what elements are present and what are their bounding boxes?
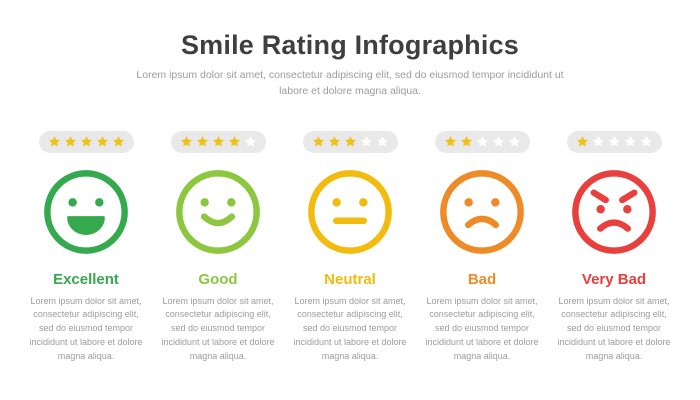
rating-description: Lorem ipsum dolor sit amet, consectetur … xyxy=(293,295,407,362)
smile-face-icon xyxy=(176,169,260,254)
star-icon xyxy=(180,136,192,147)
star-icon xyxy=(376,136,388,147)
star-icon xyxy=(476,136,488,147)
neutral-face-icon xyxy=(308,169,392,254)
rating-label: Excellent xyxy=(53,270,119,288)
rating-label: Very Bad xyxy=(581,270,647,288)
face-icon-wrap xyxy=(172,166,264,258)
rating-label: Bad xyxy=(467,270,497,288)
ratings-row: Excellent Lorem ipsum dolor sit amet, co… xyxy=(0,130,700,365)
face-icon-wrap xyxy=(40,166,132,258)
star-icon xyxy=(228,136,240,147)
big-smile-face-icon xyxy=(44,169,128,254)
star-icon xyxy=(640,136,652,147)
star-icon xyxy=(576,136,588,147)
star-icon xyxy=(360,136,372,147)
rating-column: Very Bad Lorem ipsum dolor sit amet, con… xyxy=(548,130,680,365)
angry-face-icon xyxy=(572,169,656,254)
rating-description: Lorem ipsum dolor sit amet, consectetur … xyxy=(161,295,275,362)
rating-column: Bad Lorem ipsum dolor sit amet, consecte… xyxy=(416,130,548,365)
star-icon xyxy=(624,136,636,147)
rating-label: Neutral xyxy=(324,270,376,288)
rating-description: Lorem ipsum dolor sit amet, consectetur … xyxy=(425,295,539,362)
star-icon xyxy=(112,136,124,147)
star-icon xyxy=(48,136,60,147)
star-icon xyxy=(328,136,340,147)
rating-description: Lorem ipsum dolor sit amet, consectetur … xyxy=(557,295,671,362)
star-rating-badge xyxy=(302,130,398,153)
star-icon xyxy=(64,136,76,147)
face-icon-wrap xyxy=(568,166,660,258)
star-rating-badge xyxy=(434,130,530,153)
rating-column: Excellent Lorem ipsum dolor sit amet, co… xyxy=(20,130,152,365)
star-icon xyxy=(444,136,456,147)
star-icon xyxy=(608,136,620,147)
star-rating-badge xyxy=(170,130,266,153)
rating-column: Good Lorem ipsum dolor sit amet, consect… xyxy=(152,130,284,365)
frown-face-icon xyxy=(440,169,524,254)
star-rating-badge xyxy=(566,130,662,153)
star-icon xyxy=(212,136,224,147)
face-icon-wrap xyxy=(436,166,528,258)
star-icon xyxy=(344,136,356,147)
star-icon xyxy=(492,136,504,147)
star-icon xyxy=(508,136,520,147)
star-icon xyxy=(96,136,108,147)
star-icon xyxy=(312,136,324,147)
star-rating-badge xyxy=(38,130,134,153)
star-icon xyxy=(80,136,92,147)
rating-description: Lorem ipsum dolor sit amet, consectetur … xyxy=(29,295,143,362)
star-icon xyxy=(460,136,472,147)
rating-column: Neutral Lorem ipsum dolor sit amet, cons… xyxy=(284,130,416,365)
face-icon-wrap xyxy=(304,166,396,258)
star-icon xyxy=(592,136,604,147)
page-title: Smile Rating Infographics xyxy=(180,30,520,60)
star-icon xyxy=(244,136,256,147)
header: Smile Rating Infographics Lorem ipsum do… xyxy=(0,30,700,100)
star-icon xyxy=(196,136,208,147)
page-subtitle: Lorem ipsum dolor sit amet, consectetur … xyxy=(136,69,564,97)
rating-label: Good xyxy=(198,270,238,288)
